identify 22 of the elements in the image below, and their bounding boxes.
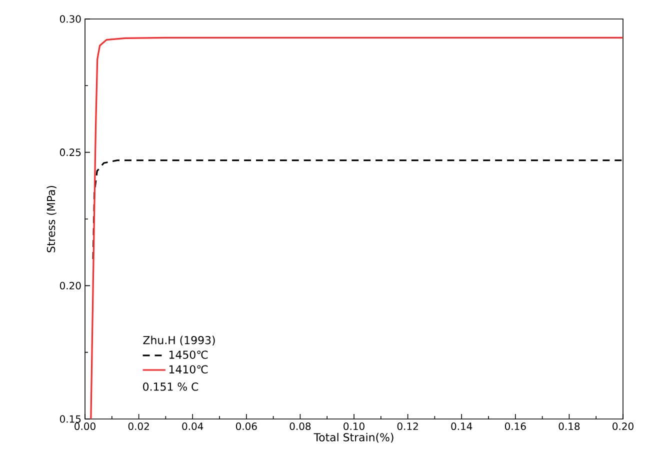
x-tick-label: 0.16 [504,422,526,430]
x-tick-label: 0.14 [451,422,472,430]
x-tick-label: 0.08 [290,422,311,430]
x-tick-label: 0.04 [182,422,204,430]
line-series [90,36,624,419]
annotation: 0.151 % C [143,382,198,391]
legend-label: 1410℃ [169,365,208,374]
x-tick-label: 0.18 [558,422,580,430]
y-axis-title: Stress (MPa) [46,186,56,252]
y-tick-label: 0.20 [60,282,81,290]
legend-label: 1450℃ [169,350,208,359]
x-tick-label: 0.06 [236,422,257,430]
x-axis-title: Total Strain(%) [314,432,394,443]
y-tick-label: 0.30 [60,15,81,23]
y-tick-label: 0.15 [60,415,81,423]
x-tick-label: 0.10 [344,422,364,430]
x-tick-label: 0.20 [612,422,634,430]
x-tick-label: 0.12 [397,422,418,430]
legend-title: Zhu.H (1993) [143,336,215,346]
x-tick-label: 0.00 [74,422,96,430]
x-tick-label: 0.02 [128,422,149,430]
y-tick-label: 0.25 [60,148,81,156]
